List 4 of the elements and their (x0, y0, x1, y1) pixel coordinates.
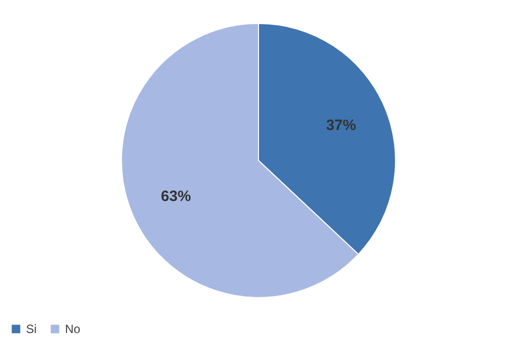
data-label: 63% (160, 188, 191, 206)
legend-label: No (65, 322, 81, 336)
data-label: 37% (326, 116, 356, 134)
legend-label: Si (26, 322, 37, 336)
